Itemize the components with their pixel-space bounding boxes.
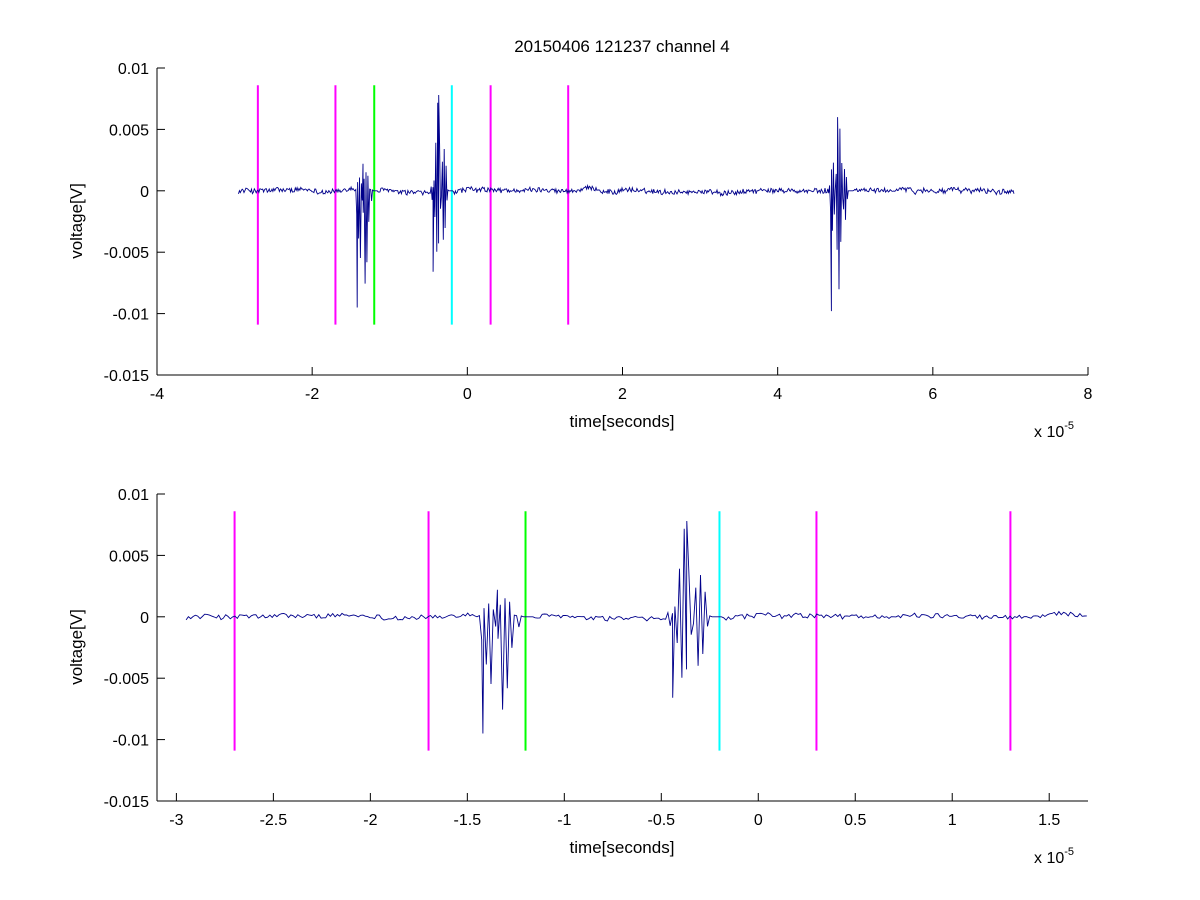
plot-area-bottom <box>157 494 1088 801</box>
y-tick-label: -0.01 <box>113 307 150 324</box>
x-ticks-top: -4 -2 0 2 4 6 8 <box>150 367 1093 403</box>
y-tick-label: 0.005 <box>109 122 149 139</box>
x-multiplier-base-top: x 10 <box>1034 424 1064 441</box>
subplot-top: -4 -2 0 2 4 6 8 0.01 0.005 0 -0.005 -0.01 -0.015 20… <box>67 37 1093 441</box>
x-tick-label: 1 <box>948 812 957 829</box>
x-tick-label: -2 <box>305 386 319 403</box>
x-tick-label: 0 <box>463 386 472 403</box>
y-tick-label: 0.01 <box>118 487 149 504</box>
y-tick-label: -0.01 <box>113 733 150 750</box>
x-tick-label: -2 <box>363 812 377 829</box>
voltage-trace <box>238 94 1015 312</box>
plot-area-top <box>157 68 1088 375</box>
x-tick-label: 8 <box>1084 386 1093 403</box>
x-tick-label: -4 <box>150 386 164 403</box>
y-tick-label: -0.005 <box>104 671 149 688</box>
y-axis-label-top: voltage[V] <box>67 183 86 259</box>
x-tick-label: 6 <box>928 386 937 403</box>
subplot-bottom: -3 -2.5 -2 -1.5 -1 -0.5 0 0.5 1 1.5 0.01 0.005 0 -0.… <box>67 487 1088 867</box>
y-ticks-bottom: 0.01 0.005 0 -0.005 -0.01 -0.015 <box>104 487 165 811</box>
x-multiplier-exponent-top: -5 <box>1064 420 1074 432</box>
y-tick-label: -0.005 <box>104 245 149 262</box>
x-ticks-bottom: -3 -2.5 -2 -1.5 -1 -0.5 0 0.5 1 1.5 <box>169 793 1060 829</box>
y-tick-label: -0.015 <box>104 368 149 385</box>
y-axis-label-bottom: voltage[V] <box>67 609 86 685</box>
y-tick-label: 0 <box>140 610 149 627</box>
x-tick-label: 0 <box>754 812 763 829</box>
y-tick-label: 0.01 <box>118 61 149 78</box>
markers-bottom <box>233 511 1012 751</box>
series-bottom <box>185 520 1087 734</box>
x-tick-label: 0.5 <box>844 812 866 829</box>
series-top <box>238 94 1015 312</box>
x-tick-label: -1 <box>557 812 571 829</box>
chart-title: 20150406 121237 channel 4 <box>514 37 730 56</box>
y-tick-label: 0 <box>140 184 149 201</box>
x-multiplier-bottom: x 10-5 <box>1034 846 1074 867</box>
voltage-trace <box>185 520 1087 734</box>
x-tick-label: -3 <box>169 812 183 829</box>
y-ticks-top: 0.01 0.005 0 -0.005 -0.01 -0.015 <box>104 61 165 385</box>
x-multiplier-exponent-bottom: -5 <box>1064 846 1074 858</box>
x-tick-label: -1.5 <box>454 812 482 829</box>
x-tick-label: 1.5 <box>1038 812 1060 829</box>
y-tick-label: -0.015 <box>104 794 149 811</box>
x-tick-label: 4 <box>773 386 782 403</box>
x-axis-label-bottom: time[seconds] <box>570 838 675 857</box>
markers-top <box>256 85 570 325</box>
x-tick-label: 2 <box>618 386 627 403</box>
x-axis-label-top: time[seconds] <box>570 412 675 431</box>
x-tick-label: -0.5 <box>648 812 676 829</box>
x-tick-label: -2.5 <box>260 812 288 829</box>
x-multiplier-top: x 10-5 <box>1034 420 1074 441</box>
x-multiplier-base-bottom: x 10 <box>1034 850 1064 867</box>
y-tick-label: 0.005 <box>109 548 149 565</box>
